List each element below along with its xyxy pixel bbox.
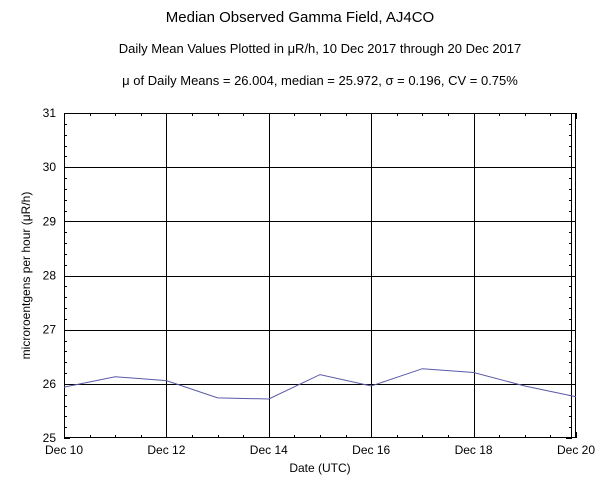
- y-tick-label: 27: [43, 323, 57, 337]
- y-tick-label: 30: [43, 160, 57, 174]
- x-tick-label: Dec 18: [455, 443, 493, 457]
- y-tick-label: 25: [43, 431, 57, 445]
- x-tick-label: Dec 10: [45, 443, 83, 457]
- chart-stats-line: μ of Daily Means = 26.004, median = 25.9…: [122, 73, 518, 88]
- plot-area: [64, 113, 576, 438]
- y-tick-label: 28: [43, 269, 57, 283]
- y-axis-label: microroentgens per hour (μR/h): [19, 192, 33, 360]
- y-tick-label: 29: [43, 214, 57, 228]
- x-tick-label: Dec 14: [250, 443, 288, 457]
- y-tick-label: 26: [43, 377, 57, 391]
- y-tick-label: 31: [43, 106, 57, 120]
- x-tick-label: Dec 16: [352, 443, 390, 457]
- x-tick-label: Dec 12: [147, 443, 185, 457]
- x-axis-label: Date (UTC): [289, 461, 350, 475]
- chart-subtitle: Daily Mean Values Plotted in μR/h, 10 De…: [118, 41, 522, 56]
- chart-title: Median Observed Gamma Field, AJ4CO: [165, 9, 435, 26]
- x-tick-label: Dec 20: [557, 443, 595, 457]
- series-line: [63, 368, 577, 400]
